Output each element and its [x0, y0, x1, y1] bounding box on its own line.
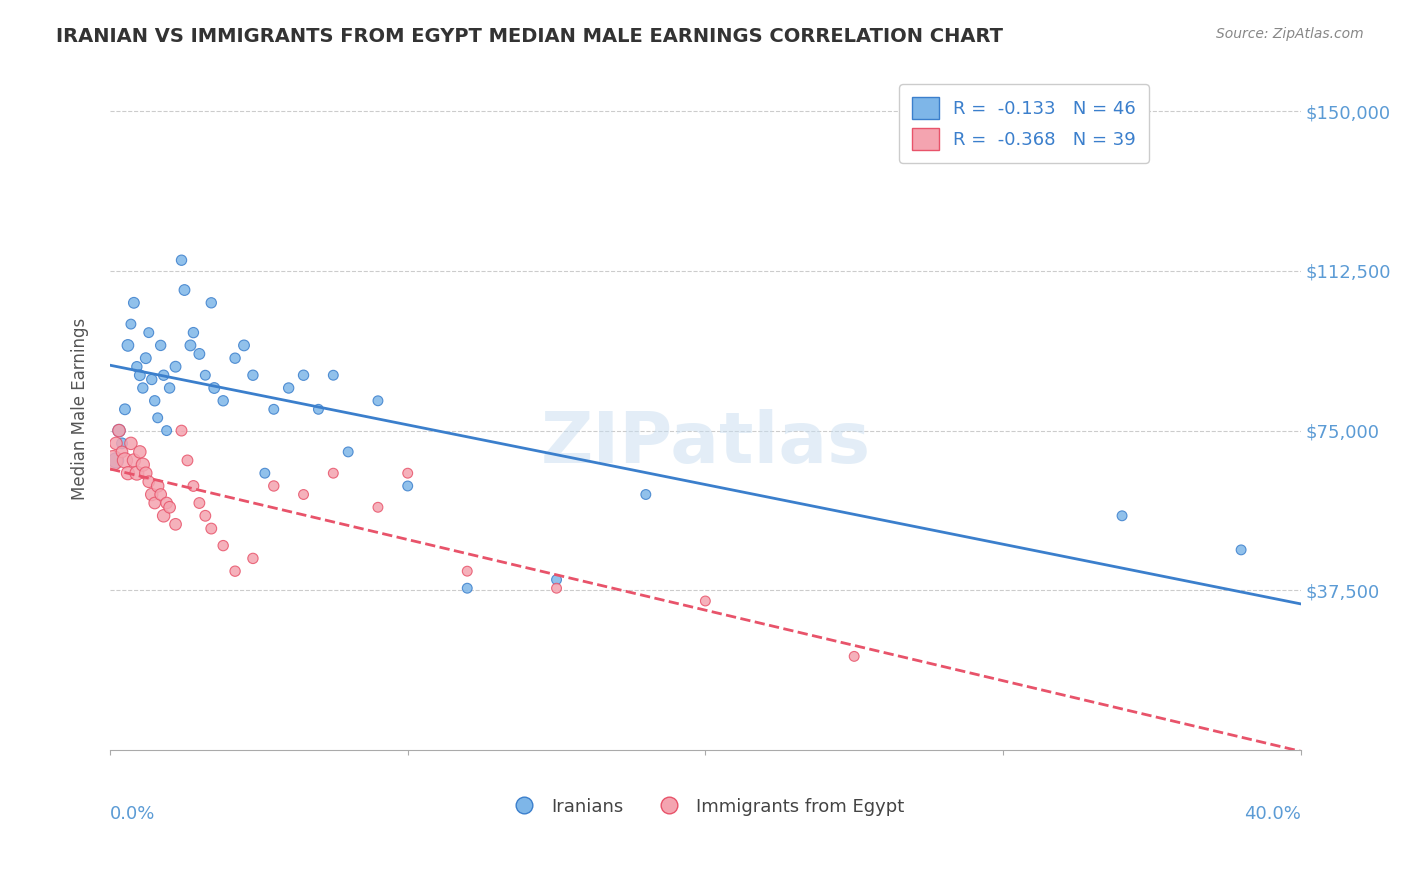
Point — [125, 359, 148, 374]
Point — [396, 466, 419, 480]
Point — [179, 338, 201, 352]
Point — [122, 453, 145, 467]
Point — [120, 317, 142, 331]
Point — [322, 466, 344, 480]
Point — [634, 487, 657, 501]
Point — [156, 496, 179, 510]
Point — [695, 594, 717, 608]
Point — [242, 551, 264, 566]
Point — [117, 466, 139, 480]
Point — [138, 326, 160, 340]
Point — [152, 368, 174, 383]
Point — [114, 402, 136, 417]
Point — [108, 424, 131, 438]
Point — [120, 436, 142, 450]
Point — [367, 393, 389, 408]
Point — [546, 573, 568, 587]
Point — [159, 381, 181, 395]
Point — [212, 539, 235, 553]
Text: Source: ZipAtlas.com: Source: ZipAtlas.com — [1216, 27, 1364, 41]
Point — [176, 453, 198, 467]
Point — [146, 479, 169, 493]
Point — [322, 368, 344, 383]
Point — [125, 466, 148, 480]
Point — [117, 338, 139, 352]
Point — [122, 295, 145, 310]
Point — [194, 368, 217, 383]
Point — [188, 496, 211, 510]
Point — [132, 458, 155, 472]
Point — [128, 445, 150, 459]
Point — [141, 372, 163, 386]
Point — [138, 475, 160, 489]
Point — [292, 487, 315, 501]
Point — [111, 445, 134, 459]
Point — [337, 445, 360, 459]
Point — [141, 487, 163, 501]
Point — [224, 564, 246, 578]
Point — [188, 347, 211, 361]
Point — [101, 453, 124, 467]
Point — [149, 487, 172, 501]
Point — [156, 424, 179, 438]
Point — [114, 453, 136, 467]
Legend: Iranians, Immigrants from Egypt: Iranians, Immigrants from Egypt — [499, 790, 911, 822]
Point — [183, 479, 205, 493]
Point — [367, 500, 389, 515]
Point — [170, 253, 193, 268]
Point — [143, 496, 166, 510]
Point — [200, 522, 222, 536]
Point — [202, 381, 225, 395]
Point — [277, 381, 299, 395]
Point — [173, 283, 195, 297]
Point — [105, 436, 128, 450]
Y-axis label: Median Male Earnings: Median Male Earnings — [72, 318, 89, 500]
Point — [159, 500, 181, 515]
Point — [105, 453, 128, 467]
Point — [200, 295, 222, 310]
Point — [111, 436, 134, 450]
Point — [253, 466, 276, 480]
Text: ZIPatlas: ZIPatlas — [540, 409, 870, 478]
Point — [212, 393, 235, 408]
Point — [135, 466, 157, 480]
Point — [1230, 542, 1253, 557]
Point — [263, 402, 285, 417]
Point — [146, 410, 169, 425]
Point — [292, 368, 315, 383]
Point — [456, 581, 478, 595]
Point — [183, 326, 205, 340]
Point — [143, 393, 166, 408]
Point — [307, 402, 329, 417]
Point — [132, 381, 155, 395]
Point — [1111, 508, 1133, 523]
Point — [149, 338, 172, 352]
Point — [224, 351, 246, 366]
Text: 0.0%: 0.0% — [110, 805, 156, 822]
Point — [242, 368, 264, 383]
Text: IRANIAN VS IMMIGRANTS FROM EGYPT MEDIAN MALE EARNINGS CORRELATION CHART: IRANIAN VS IMMIGRANTS FROM EGYPT MEDIAN … — [56, 27, 1004, 45]
Point — [152, 508, 174, 523]
Point — [128, 368, 150, 383]
Text: 40.0%: 40.0% — [1244, 805, 1301, 822]
Point — [194, 508, 217, 523]
Point — [396, 479, 419, 493]
Point — [108, 424, 131, 438]
Point — [263, 479, 285, 493]
Point — [165, 517, 187, 532]
Point — [170, 424, 193, 438]
Point — [844, 649, 866, 664]
Point — [456, 564, 478, 578]
Point — [165, 359, 187, 374]
Point — [233, 338, 256, 352]
Point — [546, 581, 568, 595]
Point — [135, 351, 157, 366]
